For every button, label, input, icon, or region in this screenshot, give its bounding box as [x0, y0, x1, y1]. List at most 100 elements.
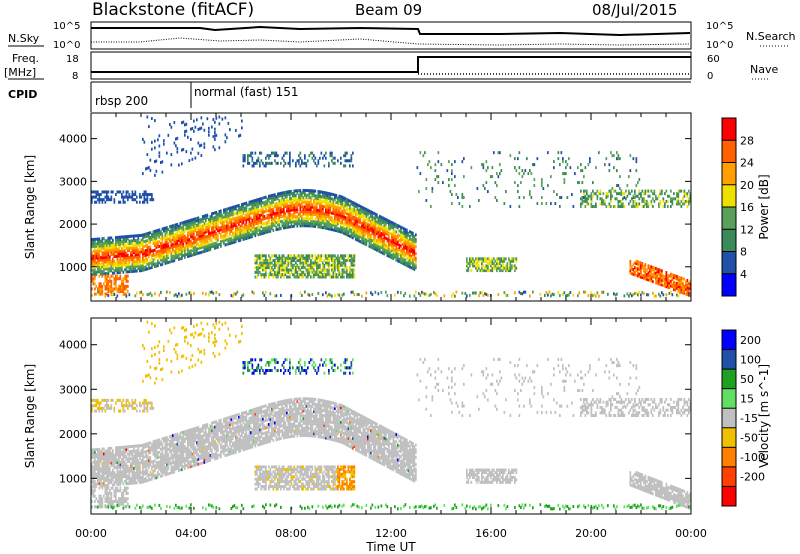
power-cell	[677, 197, 680, 201]
power-cell	[124, 195, 126, 199]
power-cell	[304, 217, 306, 221]
power-cell	[245, 225, 248, 229]
power-cell	[343, 256, 345, 260]
power-cell	[131, 248, 134, 252]
power-cell	[541, 184, 543, 188]
power-cell	[176, 246, 179, 250]
power-cell	[557, 291, 560, 295]
power-cell	[482, 293, 485, 297]
power-cell	[94, 259, 96, 263]
power-cell	[185, 246, 188, 250]
power-cell	[331, 204, 333, 208]
power-cell	[596, 189, 599, 193]
power-cell	[298, 268, 300, 272]
power-cell	[374, 221, 377, 225]
power-cell	[205, 242, 207, 246]
power-cell	[250, 202, 252, 206]
power-cell	[178, 248, 180, 252]
power-cell	[275, 263, 278, 267]
power-cell	[167, 242, 170, 246]
power-cell	[344, 211, 347, 215]
power-cell	[679, 287, 681, 291]
power-cell	[158, 293, 161, 297]
power-cell	[235, 207, 237, 211]
power-cell	[277, 194, 279, 198]
power-cell	[148, 266, 150, 270]
power-cell	[307, 193, 309, 197]
power-cell	[386, 221, 389, 225]
power-cell	[649, 278, 651, 282]
power-cell	[434, 169, 437, 173]
power-cell	[235, 211, 237, 215]
power-cell	[176, 294, 179, 298]
power-cell	[98, 198, 101, 202]
power-cell	[271, 151, 273, 155]
power-cell	[373, 223, 375, 227]
power-cell	[655, 281, 657, 285]
power-cell	[226, 242, 228, 246]
power-cell	[410, 247, 413, 251]
power-cell	[202, 245, 204, 249]
power-cell	[238, 222, 240, 226]
power-cell	[620, 205, 623, 208]
power-cell	[202, 250, 204, 254]
power-cell	[202, 238, 204, 242]
power-cell	[95, 190, 98, 194]
power-cell	[229, 227, 231, 231]
power-cell	[176, 251, 179, 255]
power-cell	[244, 225, 246, 229]
power-cell	[158, 235, 161, 239]
power-cell	[116, 252, 119, 256]
power-cell	[373, 239, 375, 243]
power-cell	[688, 284, 690, 288]
power-cell	[559, 196, 561, 200]
power-cell	[307, 200, 309, 204]
power-cell	[686, 205, 689, 208]
power-cell	[292, 203, 294, 207]
power-cell	[220, 214, 222, 218]
power-cell	[310, 254, 312, 258]
power-cell	[260, 273, 263, 277]
power-cell	[605, 192, 608, 196]
power-cell	[245, 215, 248, 219]
power-cell	[122, 263, 125, 267]
power-cell	[290, 254, 293, 258]
power-cell	[92, 277, 95, 281]
power-cell	[289, 194, 291, 198]
power-cell	[404, 242, 407, 246]
power-cell	[166, 259, 168, 263]
power-cell	[262, 291, 264, 295]
power-cell	[344, 254, 347, 258]
power-cell	[91, 252, 93, 256]
power-cell	[314, 256, 317, 260]
power-cell	[268, 208, 270, 212]
power-cell	[163, 236, 165, 240]
power-cell	[211, 214, 213, 218]
power-cell	[326, 210, 329, 214]
power-cell	[305, 217, 308, 221]
power-cell	[383, 252, 386, 256]
power-cell	[296, 275, 299, 279]
power-cell	[154, 160, 156, 164]
power-cell	[235, 240, 237, 244]
power-cell	[514, 291, 516, 295]
power-cell	[407, 234, 410, 238]
power-cell	[220, 240, 222, 244]
power-cell	[667, 273, 669, 277]
power-cell	[215, 220, 218, 224]
power-cell	[158, 233, 161, 237]
power-cell	[395, 256, 398, 260]
station-title: Blackstone (fitACF)	[92, 0, 254, 20]
power-cell	[98, 292, 101, 296]
power-cell	[283, 193, 285, 197]
power-cell	[310, 219, 312, 223]
power-cell	[91, 293, 93, 297]
power-cell	[682, 288, 684, 292]
power-cell	[320, 195, 323, 199]
power-cell	[650, 202, 653, 206]
power-cell	[293, 224, 296, 228]
power-cell	[307, 263, 309, 267]
power-cell	[166, 290, 168, 294]
power-cell	[326, 194, 329, 198]
power-cell	[263, 293, 266, 297]
